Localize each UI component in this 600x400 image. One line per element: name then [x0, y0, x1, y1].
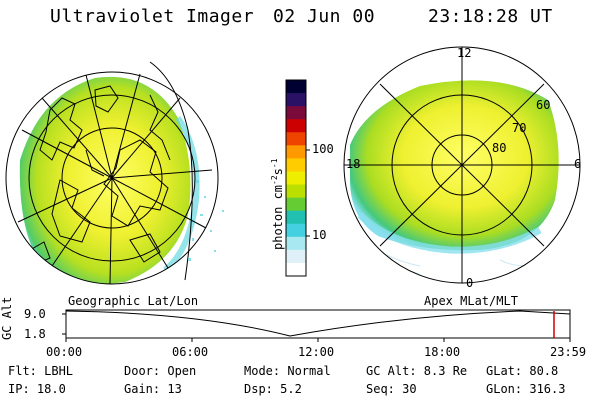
- mlat-label-60: 60: [536, 98, 551, 112]
- mlt-label-12: 12: [457, 46, 472, 60]
- date-label: 02 Jun 00: [273, 6, 376, 27]
- apex-panel: [343, 46, 581, 284]
- colorbar-swatch: [286, 184, 306, 199]
- info-door: Door: Open: [124, 364, 197, 378]
- timeline-xtick-2359: 23:59: [550, 345, 587, 359]
- mlat-mlt-grid: [343, 46, 581, 284]
- timeline-ylabel: GC Alt: [0, 296, 14, 340]
- info-glon: GLon: 316.3: [486, 382, 566, 396]
- info-filter: Flt: LBHL: [8, 364, 74, 378]
- apex-caption: Apex MLat/MLT: [424, 294, 518, 308]
- lat-lon-grid: [5, 61, 219, 285]
- colorbar-swatch: [286, 210, 306, 225]
- colorbar-swatch: [286, 132, 306, 146]
- colorbar-tick-100: 100: [312, 142, 334, 156]
- coastline-outline: [29, 85, 171, 265]
- colorbar-swatch: [286, 197, 306, 212]
- colorbar-swatch: [286, 106, 306, 120]
- colorbar-swatch: [286, 93, 306, 107]
- colorbar-swatch: [286, 262, 306, 277]
- mlt-label-18: 18: [346, 157, 361, 171]
- info-gain: Gain: 13: [124, 382, 182, 396]
- colorbar: [285, 79, 310, 277]
- info-ip: IP: 18.0: [8, 382, 66, 396]
- time-label: 23:18:28 UT: [428, 6, 553, 27]
- mlat-label-70: 70: [512, 121, 527, 135]
- colorbar-swatch: [286, 236, 306, 251]
- colorbar-swatch: [286, 171, 306, 186]
- info-glat: GLat: 80.8: [486, 364, 559, 378]
- timeline-xtick-0600: 06:00: [172, 345, 209, 359]
- mlat-label-80: 80: [492, 141, 507, 155]
- colorbar-swatch: [286, 223, 306, 238]
- timeline-ytick-9: 9.0: [24, 307, 46, 321]
- info-seq: Seq: 30: [366, 382, 417, 396]
- colorbar-tick-10: 10: [312, 228, 327, 242]
- colorbar-swatch: [286, 145, 306, 159]
- timeline-xtick-1200: 12:00: [298, 345, 335, 359]
- colorbar-unit-label: photon cm-2s-1: [270, 158, 285, 250]
- colorbar-swatch: [286, 119, 306, 133]
- geographic-caption: Geographic Lat/Lon: [68, 294, 199, 308]
- instrument-title: Ultraviolet Imager: [50, 6, 255, 27]
- colorbar-swatch: [286, 249, 306, 264]
- mlt-label-0: 0: [466, 276, 474, 290]
- colorbar-swatch: [286, 158, 306, 172]
- info-mode: Mode: Normal: [244, 364, 331, 378]
- info-gc-alt: GC Alt: 8.3 Re: [366, 364, 468, 378]
- colorbar-swatch: [286, 80, 306, 94]
- timeline-xtick-0000: 00:00: [46, 345, 83, 359]
- timeline-xtick-1800: 18:00: [424, 345, 461, 359]
- gc-alt-timeline: [62, 309, 571, 342]
- geographic-panel: [5, 61, 224, 285]
- gc-alt-curve: [65, 310, 571, 337]
- timeline-ytick-1: 1.8: [24, 327, 46, 341]
- mlt-label-6: 6: [574, 157, 582, 171]
- info-dsp: Dsp: 5.2: [244, 382, 302, 396]
- aurora-image-left: [19, 76, 191, 284]
